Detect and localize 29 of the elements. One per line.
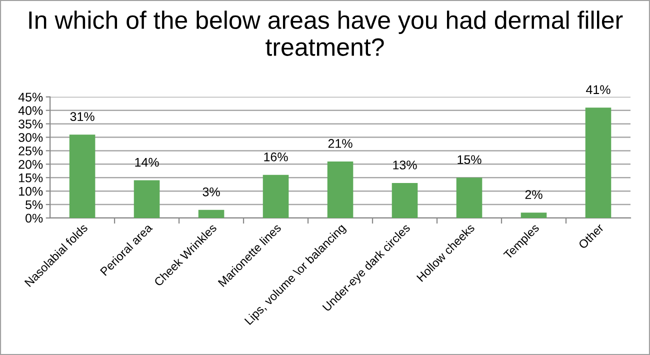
data-label: 21% <box>328 139 352 148</box>
y-tick-label: 45% <box>18 92 43 102</box>
y-tick-label: 10% <box>19 186 43 196</box>
bar <box>198 210 224 218</box>
y-tick-label: 25% <box>18 146 43 156</box>
y-tick-label: 5% <box>26 200 43 210</box>
data-label: 41% <box>586 85 610 94</box>
bar <box>134 180 160 218</box>
y-tick-label: 40% <box>18 106 43 116</box>
data-label: 15% <box>458 155 482 164</box>
data-label: 3% <box>202 187 220 196</box>
bar <box>585 108 612 218</box>
chart-title: In which of the below areas have you had dermal filler treatment? <box>29 10 623 56</box>
data-label: 16% <box>264 152 288 162</box>
bar <box>392 183 418 218</box>
bar <box>456 178 482 218</box>
y-tick-label: 35% <box>18 120 43 128</box>
bar <box>262 174 289 218</box>
y-tick-label: 20% <box>18 160 43 169</box>
data-label: 13% <box>393 160 417 170</box>
bar <box>520 212 547 218</box>
bar <box>327 161 354 218</box>
y-tick-label: 30% <box>18 133 43 142</box>
y-tick-label: 0% <box>26 214 43 223</box>
bar <box>69 134 96 218</box>
y-tick-label: 15% <box>19 173 43 182</box>
data-label: 14% <box>135 158 159 167</box>
data-label: 31% <box>70 112 94 121</box>
data-label: 2% <box>525 190 542 199</box>
